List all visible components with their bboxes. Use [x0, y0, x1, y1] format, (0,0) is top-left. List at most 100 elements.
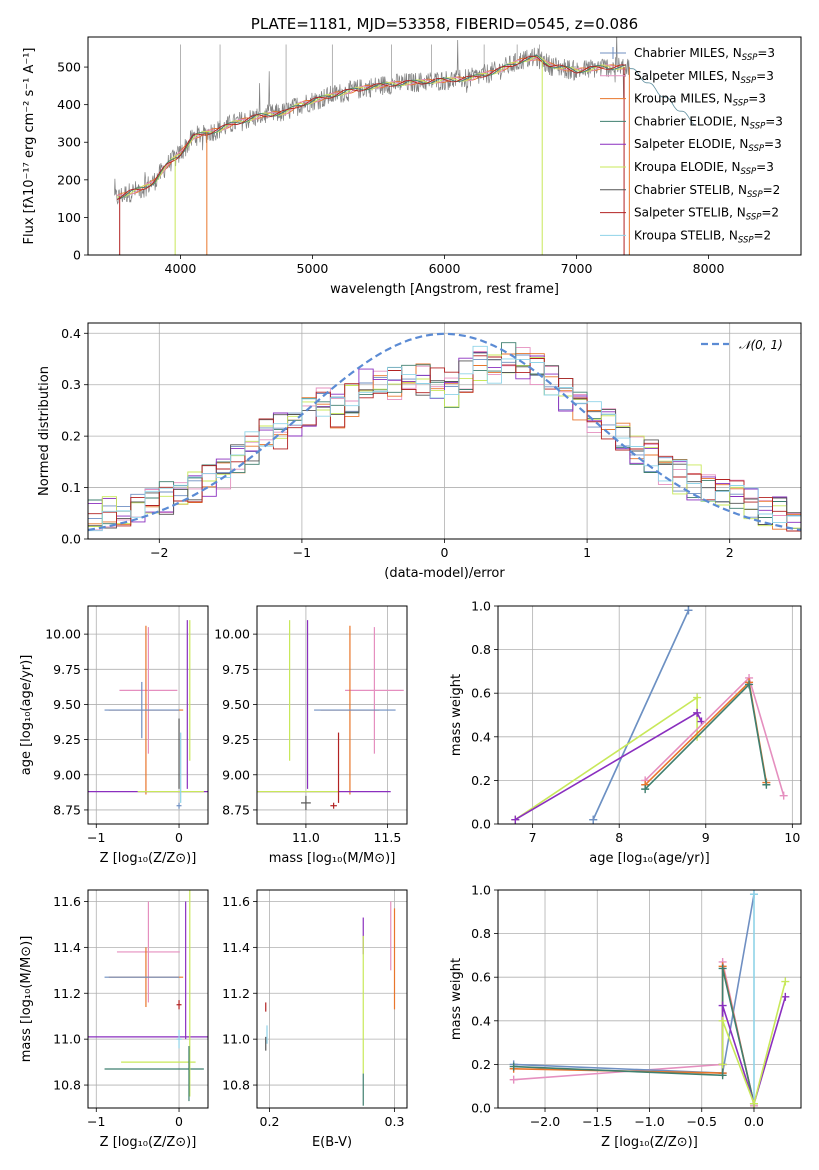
- legend-label: Salpeter ELODIE, NSSP=3: [634, 137, 782, 154]
- x-axis-label: Z [log₁₀(Z/Z⊙)]: [601, 1135, 698, 1150]
- y-tick-label: 0.4: [61, 326, 81, 341]
- x-tick-label: 8: [615, 830, 623, 845]
- plot-area: [511, 606, 788, 824]
- legend-label: Kroupa MILES, NSSP=3: [634, 92, 766, 109]
- plot-area: [114, 37, 696, 255]
- x-tick-label: 7: [529, 830, 537, 845]
- y-tick-label: 10.00: [214, 627, 250, 642]
- series-line-chabrier_miles: [513, 894, 755, 1074]
- x-tick-label: −0.5: [687, 1114, 717, 1129]
- x-axis-label: age [log₁₀(age/yr)]: [589, 851, 710, 866]
- y-tick-label: 0.6: [471, 970, 491, 985]
- y-tick-label: 0.0: [471, 817, 491, 832]
- y-tick-label: 11.6: [53, 894, 81, 909]
- plus-marker: [693, 693, 702, 702]
- axes-frame: [497, 605, 802, 825]
- y-axis-label: mass [log₁₀(M/M⊙)]: [19, 936, 34, 1063]
- series-line-salpeter_miles: [513, 961, 755, 1106]
- y-tick-label: 500: [57, 60, 81, 75]
- x-tick-label: 0.3: [385, 1114, 405, 1129]
- y-tick-label: 0: [73, 248, 81, 263]
- y-tick-label: 9.25: [53, 732, 81, 747]
- y-axis-label: mass weight: [449, 674, 464, 756]
- plus-marker: [779, 791, 788, 800]
- panel-weight_vs_Z: −2.0 −1.5 −1.0 −0.5 0.0 0.0 0.2 0.4 0.6 0.8 1.0 Z […: [449, 883, 802, 1150]
- plus-marker: [749, 890, 758, 899]
- legend-label: Chabrier MILES, NSSP=3: [634, 46, 775, 63]
- x-tick-label: −1: [293, 545, 311, 560]
- histogram-kroupa_stelib: [88, 345, 801, 532]
- y-tick-label: 9.00: [53, 767, 81, 782]
- legend-label: Salpeter MILES, NSSP=3: [634, 69, 774, 86]
- data-point: [301, 795, 311, 810]
- plus-marker: [718, 1071, 727, 1080]
- y-axis-label: age [log₁₀(age/yr)]: [19, 655, 34, 776]
- model-tail: [629, 68, 696, 126]
- panel-age_vs_Z: −1 0 8.75 9.00 9.25 9.50 9.75 10.00 Z [log₁₀(Z/Z…: [19, 605, 209, 866]
- y-tick-label: 1.0: [471, 883, 491, 898]
- panel-age_vs_mass: 11.0 11.5 8.75 9.00 9.25 9.50 9.75 10.00 mass [l…: [214, 605, 408, 866]
- y-tick-label: 8.75: [222, 802, 250, 817]
- model-line-chabrier_elodie: [116, 55, 626, 200]
- y-tick-label: 400: [57, 97, 81, 112]
- y-tick-label: 0.2: [471, 773, 491, 788]
- plus-marker: [589, 815, 598, 824]
- y-tick-label: 0.4: [471, 1013, 491, 1028]
- legend-label: Chabrier ELODIE, NSSP=3: [634, 114, 783, 131]
- normal-curve: [88, 332, 801, 532]
- y-tick-label: 10.8: [222, 1078, 250, 1093]
- chart-title: PLATE=1181, MJD=53358, FIBERID=0545, z=0…: [251, 15, 638, 33]
- series-line-chabrier_miles: [592, 610, 690, 820]
- y-tick-label: 11.2: [53, 986, 81, 1001]
- model-line-kroupa_elodie: [116, 55, 626, 198]
- plus-marker: [693, 708, 702, 717]
- x-axis-label: Z [log₁₀(Z/Z⊙)]: [100, 851, 197, 866]
- y-tick-label: 300: [57, 135, 81, 150]
- spectrum-legend: Chabrier MILES, NSSP=3 Salpeter MILES, NS…: [600, 46, 783, 245]
- y-tick-label: 0.6: [471, 686, 491, 701]
- y-tick-label: 0.4: [471, 729, 491, 744]
- y-tick-label: 9.25: [222, 732, 250, 747]
- x-tick-label: 7000: [561, 261, 593, 276]
- y-tick-label: 0.2: [471, 1057, 491, 1072]
- y-tick-label: 9.75: [53, 662, 81, 677]
- y-tick-label: 0.0: [61, 532, 81, 547]
- y-tick-label: 100: [57, 210, 81, 225]
- data-point: [116, 901, 180, 1003]
- y-axis-label: Flux [fλ10⁻¹⁷ erg cm⁻² s⁻¹ A⁻¹]: [22, 48, 37, 245]
- x-axis-label: (data-model)/error: [384, 566, 505, 581]
- y-tick-label: 200: [57, 172, 81, 187]
- y-tick-label: 9.75: [222, 662, 250, 677]
- panel-mass_vs_Z: −1 0 10.8 11.0 11.2 11.4 11.6 Z [log₁₀(Z/Z⊙)] ma…: [19, 889, 209, 1150]
- legend-label: Salpeter STELIB, NSSP=2: [634, 206, 779, 223]
- y-tick-label: 0.1: [61, 480, 81, 495]
- data-point: [176, 802, 182, 809]
- x-tick-label: −1.5: [582, 1114, 612, 1129]
- data-point: [104, 681, 180, 739]
- plus-marker: [511, 815, 520, 824]
- plus-marker: [718, 1060, 727, 1069]
- axes-frame: [87, 605, 209, 825]
- plus-marker: [684, 606, 693, 615]
- y-tick-label: 11.2: [222, 986, 250, 1001]
- y-tick-label: 11.4: [222, 940, 250, 955]
- x-tick-label: 11.0: [292, 830, 320, 845]
- y-tick-label: 0.0: [471, 1101, 491, 1116]
- plot-area: [88, 620, 208, 809]
- y-tick-label: 11.4: [53, 940, 81, 955]
- axes-frame: [256, 605, 408, 825]
- y-axis-label: mass weight: [449, 958, 464, 1040]
- series-line-kroupa_elodie: [514, 696, 698, 821]
- plus-marker: [781, 992, 790, 1001]
- series-line-salpeter_elodie: [514, 711, 703, 821]
- plot-area: [257, 620, 404, 810]
- plus-marker: [749, 1099, 758, 1108]
- x-axis-label: Z [log₁₀(Z/Z⊙)]: [100, 1135, 197, 1150]
- y-tick-label: 11.6: [222, 894, 250, 909]
- plus-marker: [641, 785, 650, 794]
- x-tick-label: 1: [583, 545, 591, 560]
- x-tick-label: 0.0: [744, 1114, 764, 1129]
- y-tick-label: 9.00: [222, 767, 250, 782]
- plus-marker: [509, 1062, 518, 1071]
